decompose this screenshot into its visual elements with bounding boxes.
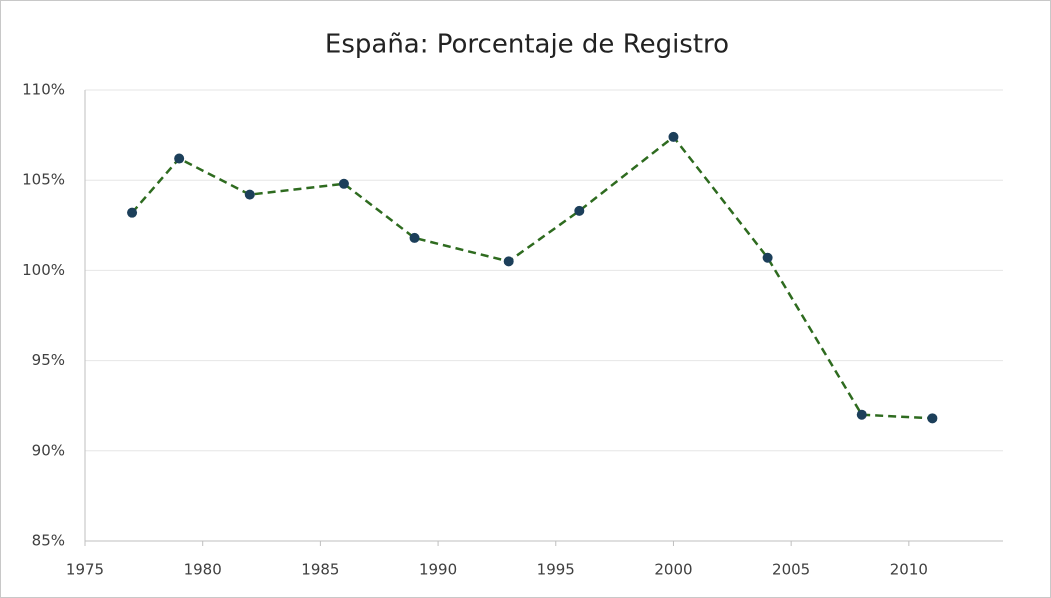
chart-title: España: Porcentaje de Registro	[325, 30, 729, 60]
data-point	[574, 205, 585, 216]
data-point	[174, 153, 185, 164]
x-tick-label: 2000	[654, 561, 692, 579]
data-point	[927, 413, 938, 424]
data-point	[127, 207, 138, 218]
y-tick-label: 100%	[22, 261, 65, 279]
data-point	[244, 189, 255, 200]
x-tick-label: 1995	[537, 561, 575, 579]
x-tick-label: 1990	[419, 561, 457, 579]
y-tick-label: 95%	[32, 351, 65, 369]
data-point	[503, 256, 514, 267]
data-point	[856, 409, 867, 420]
y-tick-label: 110%	[22, 81, 65, 99]
x-tick-label: 2005	[772, 561, 810, 579]
y-tick-label: 90%	[32, 441, 65, 459]
x-tick-label: 1985	[301, 561, 339, 579]
x-tick-label: 1980	[184, 561, 222, 579]
data-point	[762, 252, 773, 263]
y-tick-label: 105%	[22, 171, 65, 189]
x-tick-label: 2010	[890, 561, 928, 579]
data-point	[338, 178, 349, 189]
data-point	[668, 131, 679, 142]
data-point	[409, 232, 420, 243]
y-tick-label: 85%	[32, 532, 65, 550]
x-tick-label: 1975	[66, 561, 104, 579]
